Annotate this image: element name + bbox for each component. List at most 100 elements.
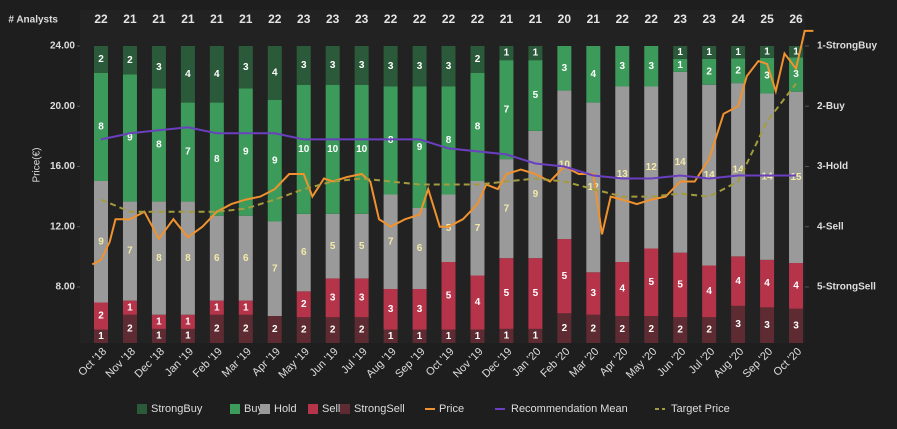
- data-label: 10: [327, 144, 339, 155]
- data-label: 3: [301, 60, 307, 71]
- data-label: 7: [185, 147, 191, 158]
- data-label: 1: [127, 302, 133, 313]
- data-label: 9: [533, 189, 539, 200]
- bar-segment: [151, 201, 166, 315]
- bar-segment: [702, 46, 717, 59]
- bar-segment: [615, 86, 630, 262]
- legend-label: Hold: [274, 403, 297, 415]
- total-label: 20: [558, 12, 572, 26]
- data-label: 2: [735, 65, 741, 76]
- data-label: 10: [298, 144, 310, 155]
- bar-segment: [354, 213, 369, 279]
- bar-segment: [760, 93, 775, 260]
- total-label: 22: [94, 12, 108, 26]
- bar-segment: [760, 307, 775, 343]
- data-label: 1: [156, 331, 162, 342]
- data-label: 6: [214, 253, 220, 264]
- bar-segment: [760, 46, 775, 58]
- bar-segment: [702, 84, 717, 266]
- legend-label: Price: [439, 403, 464, 415]
- bar-segment: [412, 208, 427, 289]
- total-label: 25: [760, 12, 774, 26]
- bar-segment: [731, 256, 746, 306]
- data-label: 3: [388, 61, 394, 72]
- data-label: 4: [706, 286, 712, 297]
- bar-segment: [586, 46, 601, 103]
- legend-swatch: [308, 404, 318, 414]
- bar-segment: [615, 46, 630, 87]
- data-label: 2: [591, 323, 597, 334]
- bar-segment: [412, 289, 427, 330]
- data-label: 5: [330, 241, 336, 252]
- bar-segment: [615, 316, 630, 343]
- bar-segment: [209, 102, 224, 216]
- bar-segment: [238, 88, 253, 216]
- total-label: 21: [123, 12, 137, 26]
- total-label: 22: [384, 12, 398, 26]
- data-label: 1: [243, 302, 249, 313]
- bar-segment: [673, 317, 688, 343]
- data-label: 4: [764, 278, 770, 289]
- bar-segment: [702, 58, 717, 85]
- data-label: 2: [98, 311, 104, 322]
- bar-segment: [325, 278, 340, 318]
- data-label: 10: [559, 159, 571, 170]
- bar-segment: [383, 46, 398, 87]
- y2-tick-label: 1-StrongBuy: [817, 41, 877, 52]
- data-label: 6: [301, 247, 307, 258]
- legend-label: Sell: [322, 403, 340, 415]
- bar-segment: [209, 314, 224, 343]
- data-label: 10: [356, 144, 368, 155]
- data-label: 9: [127, 133, 133, 144]
- legend-swatch: [230, 404, 240, 414]
- data-label: 14: [675, 157, 687, 168]
- bar-segment: [354, 84, 369, 214]
- bar-segment: [94, 46, 108, 73]
- data-label: 5: [562, 271, 568, 282]
- bar-segment: [499, 46, 514, 61]
- data-label: 3: [359, 292, 365, 303]
- data-label: 2: [648, 324, 654, 335]
- data-label: 2: [98, 54, 104, 65]
- data-label: 1: [446, 331, 452, 342]
- bar-segment: [441, 86, 456, 195]
- bar-segment: [673, 252, 688, 318]
- total-label: 22: [645, 12, 659, 26]
- data-label: 2: [301, 299, 307, 310]
- y-tick-label: 16.00: [50, 161, 75, 172]
- data-label: 3: [243, 62, 249, 73]
- total-label: 23: [297, 12, 311, 26]
- data-label: 4: [793, 281, 799, 292]
- bar-segment: [122, 314, 137, 343]
- bar-segment: [789, 91, 804, 264]
- bar-segment: [412, 46, 427, 87]
- bar-segment: [615, 262, 630, 316]
- data-label: 3: [417, 304, 423, 315]
- data-label: 3: [330, 60, 336, 71]
- data-label: 2: [359, 325, 365, 336]
- data-label: 4: [591, 69, 597, 80]
- bar-segment: [644, 86, 659, 249]
- bar-segment: [383, 329, 398, 343]
- bar-segment: [325, 46, 340, 85]
- bar-segment: [470, 275, 485, 330]
- bar-segment: [702, 317, 717, 343]
- bar-segment: [789, 263, 804, 309]
- bar-segment: [238, 314, 253, 343]
- data-label: 14: [704, 170, 716, 181]
- data-label: 1: [504, 48, 510, 59]
- data-label: 1: [533, 48, 539, 59]
- data-label: 7: [504, 104, 510, 115]
- data-label: 12: [588, 182, 600, 193]
- data-label: 3: [330, 292, 336, 303]
- total-label: 21: [500, 12, 514, 26]
- legend-swatch: [137, 404, 147, 414]
- bar-segment: [644, 316, 659, 343]
- bar-segment: [557, 239, 572, 314]
- bar-segment: [296, 291, 311, 318]
- y-tick-label: 20.00: [50, 101, 75, 112]
- bar-segment: [789, 308, 804, 343]
- bar-segment: [151, 328, 166, 343]
- bar-segment: [441, 262, 456, 330]
- bar-segment: [238, 215, 253, 301]
